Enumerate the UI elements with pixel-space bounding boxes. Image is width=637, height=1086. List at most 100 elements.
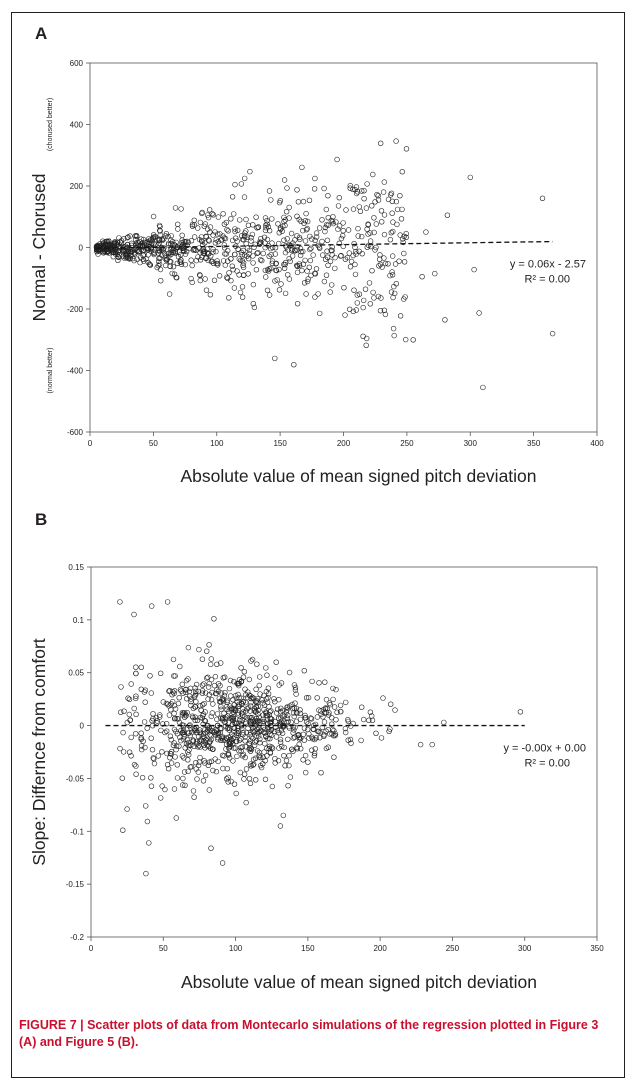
data-point bbox=[365, 222, 371, 228]
data-point bbox=[133, 664, 139, 670]
data-point bbox=[266, 188, 273, 194]
data-point bbox=[147, 673, 153, 679]
data-point bbox=[284, 236, 290, 242]
data-point bbox=[315, 291, 321, 297]
data-point bbox=[253, 267, 260, 273]
data-point bbox=[174, 775, 181, 781]
data-point bbox=[371, 215, 377, 221]
data-point bbox=[245, 725, 251, 732]
data-point bbox=[143, 256, 149, 262]
data-point bbox=[213, 768, 220, 775]
data-point bbox=[325, 222, 331, 228]
data-point bbox=[141, 689, 148, 695]
data-point bbox=[211, 277, 218, 283]
data-point bbox=[367, 301, 373, 307]
data-point bbox=[207, 292, 214, 298]
data-point bbox=[266, 228, 273, 234]
data-point bbox=[158, 670, 164, 676]
data-point bbox=[235, 691, 241, 698]
data-point bbox=[263, 665, 269, 671]
data-point bbox=[281, 218, 287, 225]
data-point bbox=[332, 254, 338, 261]
data-point bbox=[281, 265, 288, 271]
data-point bbox=[286, 241, 292, 248]
data-point bbox=[388, 701, 394, 707]
data-point bbox=[231, 678, 237, 685]
data-point bbox=[127, 255, 133, 261]
data-point bbox=[156, 222, 163, 229]
data-point bbox=[304, 726, 311, 733]
data-point bbox=[199, 656, 206, 662]
data-point bbox=[324, 254, 331, 260]
data-point bbox=[268, 732, 275, 738]
data-point bbox=[347, 182, 353, 189]
data-point bbox=[151, 760, 158, 767]
data-point bbox=[369, 203, 375, 209]
data-point bbox=[191, 234, 198, 240]
data-point bbox=[218, 715, 224, 721]
data-point bbox=[305, 694, 312, 701]
data-point bbox=[373, 221, 379, 227]
data-point bbox=[444, 212, 451, 218]
data-point bbox=[131, 761, 138, 768]
data-point bbox=[337, 702, 344, 709]
data-point bbox=[340, 228, 346, 234]
data-point bbox=[223, 251, 230, 257]
data-point bbox=[168, 760, 175, 766]
data-point bbox=[388, 289, 395, 295]
data-point bbox=[265, 267, 271, 273]
data-point bbox=[156, 240, 162, 246]
data-point bbox=[194, 776, 200, 782]
x-tick-label: 200 bbox=[337, 439, 351, 448]
data-point bbox=[375, 197, 382, 203]
data-point bbox=[262, 215, 269, 221]
x-tick-label: 0 bbox=[88, 439, 93, 448]
data-point bbox=[381, 231, 388, 238]
data-point bbox=[192, 247, 198, 253]
data-point bbox=[256, 241, 263, 247]
data-point bbox=[266, 745, 272, 752]
data-point bbox=[403, 146, 410, 152]
data-point bbox=[131, 705, 137, 712]
data-point bbox=[110, 246, 116, 252]
data-point bbox=[219, 697, 225, 703]
data-point bbox=[171, 710, 177, 717]
data-point bbox=[256, 682, 262, 689]
data-point bbox=[307, 233, 313, 240]
data-point bbox=[174, 715, 180, 722]
data-point bbox=[364, 335, 370, 342]
data-point bbox=[141, 719, 148, 725]
data-point bbox=[276, 715, 282, 721]
data-point bbox=[388, 190, 395, 197]
data-point bbox=[214, 711, 221, 717]
data-point bbox=[246, 251, 252, 257]
data-point bbox=[118, 240, 125, 246]
data-point bbox=[121, 708, 127, 714]
data-point bbox=[364, 181, 370, 187]
data-point bbox=[224, 697, 230, 704]
data-point bbox=[359, 233, 365, 240]
data-point bbox=[327, 258, 334, 264]
data-point bbox=[192, 704, 198, 710]
data-point bbox=[184, 248, 190, 255]
data-point bbox=[390, 253, 396, 259]
data-point bbox=[163, 262, 169, 269]
data-point bbox=[188, 257, 194, 263]
data-point bbox=[251, 729, 257, 735]
data-point bbox=[401, 250, 407, 257]
data-point bbox=[236, 694, 242, 701]
data-point bbox=[156, 255, 162, 261]
data-point bbox=[358, 737, 364, 744]
y-tick-label: -0.2 bbox=[70, 933, 84, 942]
data-point bbox=[166, 712, 173, 718]
data-point bbox=[361, 188, 367, 194]
data-point bbox=[276, 240, 282, 247]
data-point bbox=[197, 219, 204, 226]
data-point bbox=[271, 696, 277, 702]
data-point bbox=[419, 274, 425, 280]
data-point bbox=[155, 247, 162, 253]
data-point bbox=[215, 730, 222, 736]
x-tick-label: 150 bbox=[273, 439, 287, 448]
data-point bbox=[191, 794, 197, 800]
data-point bbox=[251, 244, 257, 251]
